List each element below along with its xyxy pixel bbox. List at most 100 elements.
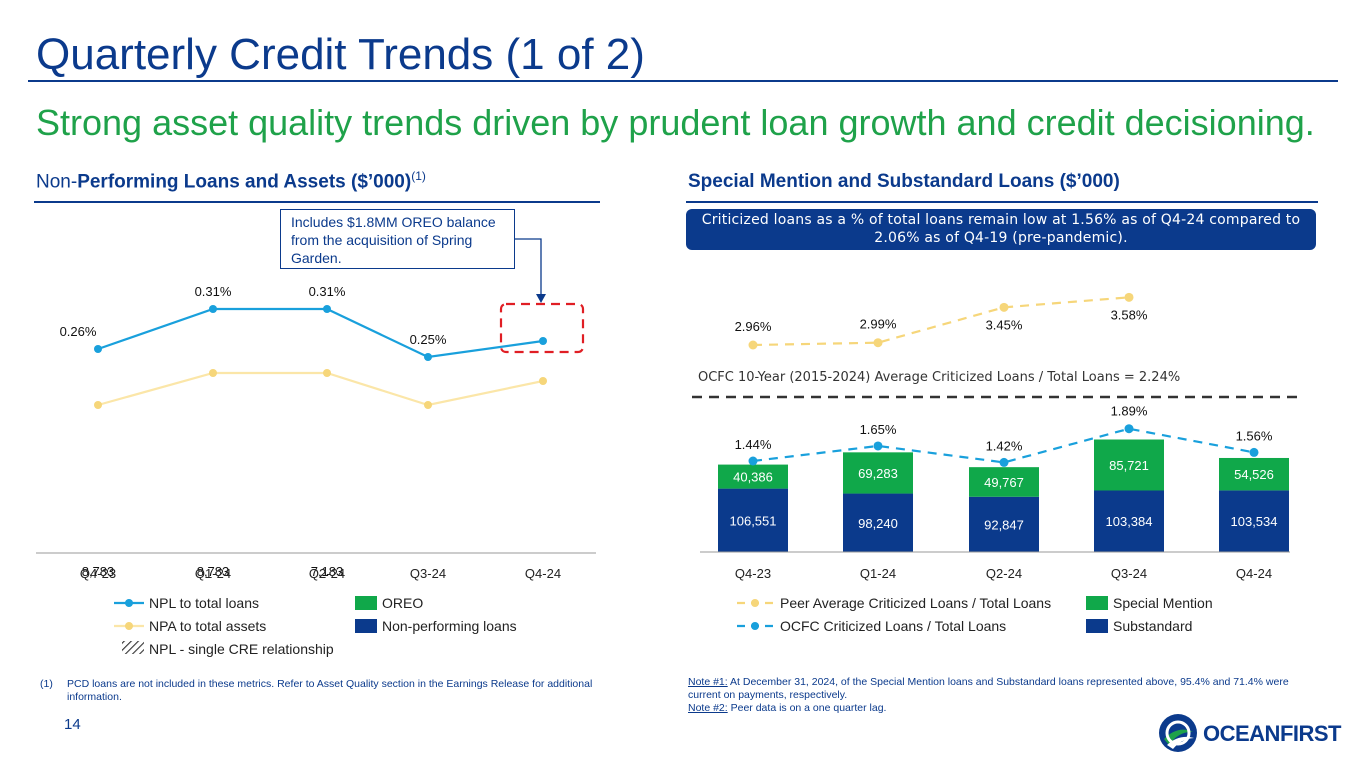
page-title: Quarterly Credit Trends (1 of 2) [36,30,645,79]
criticized-bar-segment [969,496,1039,552]
criticized-bar-segment [1094,490,1164,552]
left-section-title: Non-Performing Loans and Assets ($’000)(… [36,169,426,193]
left-title-footnote-ref: (1) [411,169,426,183]
npl-segment-label: 7,183 [311,564,344,579]
npl-legend-marker-cre [122,641,144,654]
callout-arrowhead [536,294,546,303]
npl-segment-label: 27,596 [523,537,563,552]
oreo-highlight-box [499,302,585,354]
npl-line-point [424,353,432,361]
npl-line-label: 0.25% [410,332,447,347]
criticized-line-label: 1.89% [1111,404,1148,419]
npl-legend-marker-npl [125,599,133,607]
npl-x-tick-label: Q3-24 [410,566,446,581]
callout-arrow [515,238,542,296]
npl-line-point [424,401,432,409]
criticized-line-label: 1.42% [986,438,1023,453]
npl-line-point [323,305,331,313]
left-section-divider [34,201,600,203]
criticized-segment-label: 106,551 [730,513,777,528]
npl-label-background [76,562,120,580]
legend-oreo: OREO [382,595,424,611]
criticized-line-label: 1.44% [735,437,772,452]
npl-line-label: 0.23% [309,383,346,398]
legend-npl-single-cre: NPL - single CRE relationship [149,641,334,657]
criticized-line-point [1124,292,1134,302]
legend-npa-to-total-assets: NPA to total assets [149,618,267,634]
npl-line-point [539,377,547,385]
left-title-prefix: Non- [36,171,78,193]
criticized-line-point [873,441,883,451]
npl-x-tick-label: Q2-24 [309,566,345,581]
criticized-line-series [752,427,1255,464]
legend-ocfc-criticized: OCFC Criticized Loans / Total Loans [780,618,1007,634]
npl-segment-label: 17,582 [78,537,118,552]
npl-line-label: 0.26% [60,324,97,339]
npl-segment-label: 25,252 [408,537,448,552]
npl-segment-label: 8,783 [197,564,230,579]
oceanfirst-logo-mark [1159,714,1197,752]
criticized-line-point [748,456,758,466]
average-reference-label: OCFC 10-Year (2015-2024) Average Critici… [698,370,1180,385]
npl-x-tick-label: Q4-23 [80,566,116,581]
npl-line-label: 0.22% [525,391,562,406]
left-title-bold: Performing Loans and Assets ($’000) [77,171,412,193]
npl-line-point [94,401,102,409]
criticized-segment-label: 69,283 [858,466,898,481]
title-divider [28,80,1338,82]
footnote-text: PCD loans are not included in these metr… [67,678,593,703]
legend-special-mention: Special Mention [1113,595,1213,611]
criticized-segment-label: 54,526 [1234,467,1274,482]
npl-line-point [94,345,102,353]
npl-legend-markers [114,599,144,654]
npl-segment-label: 8,783 [82,564,115,579]
criticized-line-label: 3.45% [986,317,1023,332]
criticized-line-point [873,338,883,348]
left-footnote: (1) PCD loans are not included in these … [40,678,650,704]
npl-x-tick-label: Q4-24 [525,566,561,581]
criticized-line-label: 2.96% [735,319,772,334]
right-section-title: Special Mention and Substandard Loans ($… [688,171,1120,193]
note-1-label: Note #1: [688,676,728,688]
npl-line-point [209,369,217,377]
criticized-line-series [752,296,1130,347]
criticized-segment-label: 92,847 [984,517,1024,532]
criticized-line-point [1249,447,1259,457]
criticized-legend-markers [737,599,773,630]
npl-chart: 17,582 8,783 22,703 8,783 23,398 7,183 25,252 2… [36,238,596,581]
note-1-text: At December 31, 2024, of the Special Men… [688,676,1289,701]
npl-label-background [305,562,349,580]
criticized-x-tick-label: Q2-24 [986,566,1022,581]
page-subtitle: Strong asset quality trends driven by pr… [36,102,1315,143]
legend-non-performing-swatch [355,619,377,633]
npl-line-label: 0.31% [195,284,232,299]
npl-line-point [209,305,217,313]
criticized-line-point [999,302,1009,312]
footnote-number: (1) [40,678,53,690]
criticized-segment-label: 40,386 [733,470,773,485]
note-1: Note #1: At December 31, 2024, of the Sp… [688,676,1308,702]
criticized-segment-label: 103,384 [1106,514,1153,529]
criticized-segment-label: 85,721 [1109,458,1149,473]
legend-non-performing-loans: Non-performing loans [382,618,517,634]
note-2-text: Peer data is on a one quarter lag. [727,702,887,714]
criticized-chart: 106,551 40,386 98,240 69,283 92,847 49,767 103… [692,292,1302,581]
legend-peer-average: Peer Average Criticized Loans / Total Lo… [780,595,1052,611]
npl-line-series [97,307,544,359]
legend-npl-to-total-loans: NPL to total loans [149,595,259,611]
oceanfirst-logo: OCEANFIRST [1157,712,1342,754]
criticized-line-label: 1.65% [860,422,897,437]
criticized-segment-label: 49,767 [984,475,1024,490]
npl-line-point [539,337,547,345]
npl-line-label: 0.19% [60,415,97,430]
npl-segment-label: 22,703 [193,537,233,552]
criticized-line-label: 1.56% [1236,428,1273,443]
npl-label-background [191,562,235,580]
right-notes: Note #1: At December 31, 2024, of the Sp… [688,676,1308,715]
criticized-x-tick-label: Q3-24 [1111,566,1147,581]
criticized-segment-label: 98,240 [858,516,898,531]
npl-line-label: 0.19% [410,415,447,430]
npl-legend-marker-npa [125,622,133,630]
right-section-divider [686,201,1318,203]
npl-line-label: 0.23% [195,383,232,398]
